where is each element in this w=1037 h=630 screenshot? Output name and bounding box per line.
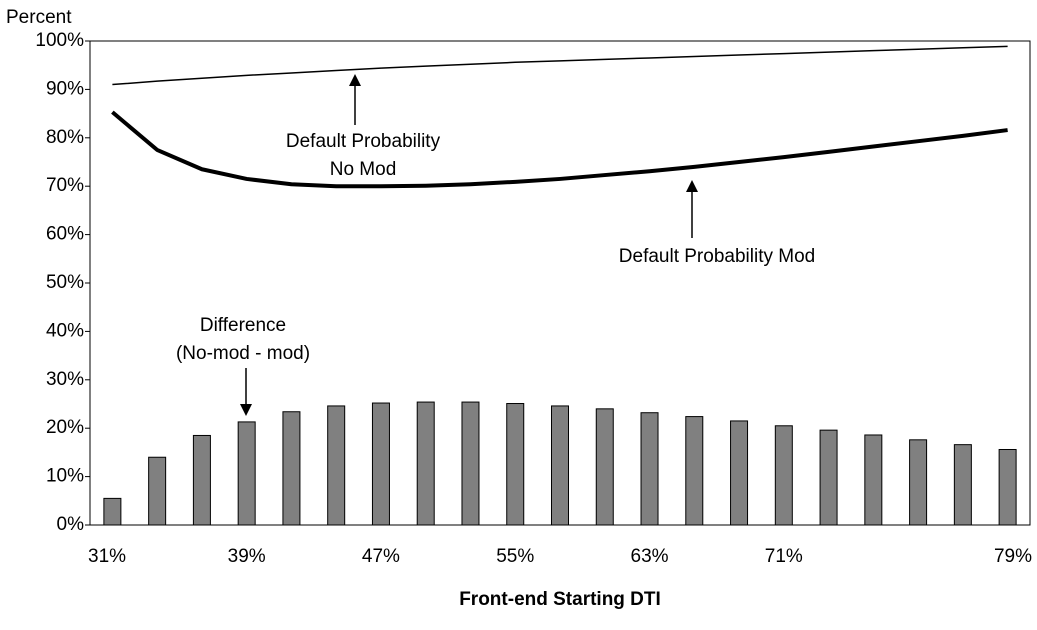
x-tick-label: 39% <box>228 546 266 567</box>
y-axis-label: Percent <box>6 7 72 28</box>
annotation: Default Probability <box>286 131 441 152</box>
bar <box>237 421 256 526</box>
bar <box>998 448 1017 526</box>
bar <box>461 401 480 526</box>
x-tick-label: 79% <box>994 546 1032 567</box>
bar <box>819 429 838 526</box>
annotation: Default Probability Mod <box>619 246 815 267</box>
bar <box>103 497 122 526</box>
line <box>111 110 1008 189</box>
y-tick-label: 100% <box>35 30 84 51</box>
annotation: (No-mod - mod) <box>176 343 310 364</box>
bar <box>282 411 301 526</box>
y-tick-label: 30% <box>46 369 84 390</box>
y-tick-label: 20% <box>46 417 84 438</box>
bar <box>730 420 749 526</box>
x-tick-label: 55% <box>496 546 534 567</box>
bar <box>148 456 167 526</box>
bar <box>640 412 659 526</box>
bar <box>953 444 972 526</box>
bar <box>327 405 346 526</box>
bar <box>774 425 793 526</box>
y-tick-label: 80% <box>46 127 84 148</box>
bar <box>371 402 390 526</box>
bar <box>506 403 525 526</box>
annotation: No Mod <box>330 159 397 180</box>
bar <box>551 405 569 526</box>
y-tick-label: 50% <box>46 272 84 293</box>
bar <box>909 439 928 526</box>
y-tick-label: 40% <box>46 320 84 341</box>
bar <box>685 416 704 526</box>
y-tick-label: 10% <box>46 466 84 487</box>
bar <box>864 434 883 526</box>
y-tick-label: 0% <box>57 514 85 535</box>
line <box>112 45 1008 86</box>
x-axis-label: Front-end Starting DTI <box>459 589 661 610</box>
annotation: Difference <box>200 315 286 336</box>
x-tick-label: 71% <box>765 546 803 567</box>
x-tick-label: 31% <box>88 546 126 567</box>
bar <box>416 401 435 526</box>
y-tick-label: 90% <box>46 78 84 99</box>
y-tick-label: 70% <box>46 175 84 196</box>
bar <box>595 408 614 526</box>
x-tick-label: 47% <box>362 546 400 567</box>
x-tick-label: 63% <box>631 546 669 567</box>
bar <box>192 434 211 526</box>
y-tick-label: 60% <box>46 224 84 245</box>
